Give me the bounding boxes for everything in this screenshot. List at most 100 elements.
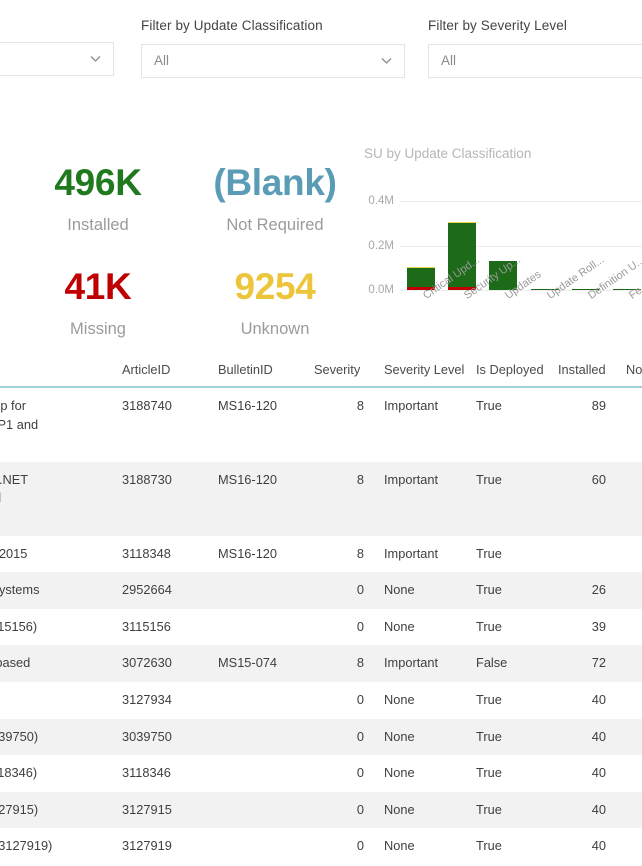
table-cell-name: lity Rollup forows 7 SP1 andr x64 <box>0 398 39 432</box>
chart-bar[interactable] <box>571 289 601 290</box>
table-cell-name: 3 (KB3118346) <box>0 765 38 781</box>
table-header-bulletin[interactable]: BulletinID <box>208 358 304 387</box>
table-cell-deployed: True <box>466 791 548 829</box>
slicer-severity-level-dropdown[interactable]: All <box>428 44 642 78</box>
table-cell-article: 3072630 <box>112 645 208 682</box>
chart-bar-segment-missing <box>406 287 435 290</box>
slicer-update-classification-dropdown[interactable]: All <box>141 44 405 78</box>
chart-body: 0.4M 0.2M 0.0M Critical Upd... Security Up.… <box>358 162 642 352</box>
table-cell-bulletin: MS16-120 <box>218 545 278 561</box>
table-row[interactable]: date for .NETSP1 andr x643188730MS16-120… <box>0 461 642 536</box>
table-cell-deployed: False <box>466 645 548 682</box>
chart-bar-segment-installed <box>447 223 477 288</box>
table-cell-installed: 60 <box>548 461 616 536</box>
chart-bar[interactable] <box>530 289 559 290</box>
chart-bar[interactable] <box>489 260 518 290</box>
table-cell-notreq <box>616 609 642 646</box>
table-cell-notreq <box>616 645 642 682</box>
table-cell-deployed: True <box>476 838 502 854</box>
table-cell-article: 3188730 <box>112 461 208 536</box>
table-cell-severity: 8 <box>356 398 364 413</box>
kpi-card-installed[interactable]: 496K Installed <box>10 160 186 236</box>
table-cell-name: 3 (KB3115156) <box>0 618 38 634</box>
table-cell-installed: 89 <box>591 398 606 413</box>
table-cell-installed: 40 <box>591 765 606 781</box>
table-cell-sevlevel: None <box>374 572 466 609</box>
table-cell-bulletin <box>208 791 304 829</box>
table-cell-notreq <box>616 682 642 719</box>
table-cell-article: 3118348 <box>122 545 171 561</box>
table-cell-sevlevel: None <box>384 765 415 781</box>
table-cell-installed: 39 <box>591 618 606 634</box>
su-by-update-classification-chart[interactable]: SU by Update Classification 0.4M 0.2M 0.0M… <box>358 140 642 360</box>
chevron-down-icon[interactable] <box>89 52 102 65</box>
chart-bar-segment-unknown <box>406 267 435 269</box>
chart-bar[interactable] <box>406 267 435 290</box>
table-cell-deployed: True <box>466 572 548 609</box>
kpi-card-not-required[interactable]: (Blank) Not Required <box>187 160 363 236</box>
table-cell-notreq <box>616 828 642 865</box>
table-header-severity[interactable]: Severity <box>304 358 374 387</box>
chart-gridline <box>400 245 642 247</box>
table-header: ArticleID BulletinID Severity Severity Leve… <box>0 358 642 387</box>
chart-plot-area <box>400 190 642 291</box>
table-row[interactable]: for x64-based3072630MS15-0748ImportantFa… <box>0 645 642 682</box>
table-cell-severity: 8 <box>304 461 374 536</box>
table-cell-sevlevel: Important <box>384 545 439 561</box>
table-cell-name: 015 <box>0 682 112 719</box>
table-row[interactable]: 013 (KB3127919) 3127919 0 None True 40 <box>0 828 642 865</box>
chart-x-tick: Fe... <box>627 279 642 304</box>
table-header-sevlevel[interactable]: Severity Level <box>374 358 466 387</box>
table-row[interactable]: 015 3127934 0 None True 40 <box>0 682 642 719</box>
table-header-deployed[interactable]: Is Deployed <box>466 358 548 387</box>
chart-x-tick: Updates <box>503 268 544 304</box>
table-cell-notreq <box>616 572 642 609</box>
table-cell-bulletin <box>208 609 304 646</box>
table-cell-deployed: True <box>466 461 548 536</box>
table-header-installed[interactable]: Installed <box>548 358 616 387</box>
chart-bar-slot <box>607 190 642 290</box>
table-header-row: ArticleID BulletinID Severity Severity Leve… <box>0 358 642 387</box>
table-cell-article: 3039750 <box>112 718 208 756</box>
table-row[interactable]: usiness 2015 3118348 MS16-120 8 Important Tru… <box>0 536 642 573</box>
table-cell-severity: 8 <box>356 545 364 561</box>
table-cell-deployed: True <box>466 718 548 756</box>
chart-bar-segment-unknown <box>447 222 477 224</box>
chart-bar[interactable] <box>447 222 477 290</box>
table-cell-article: 2952664 <box>112 572 208 609</box>
kpi-card-missing[interactable]: 41K Missing <box>10 264 186 340</box>
table-cell-bulletin <box>208 828 304 865</box>
table-header-article[interactable]: ArticleID <box>112 358 208 387</box>
kpi-card-unknown[interactable]: 9254 Unknown <box>187 264 363 340</box>
slicer-update-classification: Filter by Update Classification All <box>141 18 405 78</box>
updates-table-container[interactable]: ArticleID BulletinID Severity Severity Leve… <box>0 358 642 866</box>
table-cell-sevlevel: None <box>384 838 415 854</box>
table-cell-name: 3 (KB3039750) <box>0 718 112 756</box>
table-cell-installed: 40 <box>591 838 606 854</box>
table-row[interactable]: lity Rollup forows 7 SP1 andr x64 3188740… <box>0 387 642 462</box>
slicer-vendor-dropdown[interactable] <box>0 42 114 76</box>
chevron-down-icon[interactable] <box>380 54 393 67</box>
table-cell-article: 3118346 <box>122 765 171 781</box>
table-row[interactable]: 3 (KB3118346) 3118346 0 None True 40 <box>0 755 642 792</box>
table-cell-notreq <box>616 536 642 573</box>
table-header-name[interactable] <box>0 358 112 387</box>
table-row[interactable]: 3 (KB3115156) 3115156 0 None True 39 <box>0 609 642 646</box>
table-header-notreq[interactable]: Not Requ <box>616 358 642 387</box>
slicer-vendor-label: or <box>0 16 114 32</box>
kpi-label-installed: Installed <box>67 216 129 234</box>
table-cell-installed <box>548 536 616 573</box>
updates-table: ArticleID BulletinID Severity Severity Leve… <box>0 358 642 865</box>
chart-bars <box>400 190 642 290</box>
table-cell-severity: 0 <box>356 691 364 707</box>
table-cell-article: 3188740 <box>122 398 172 413</box>
table-cell-name: usiness 2015 <box>0 545 28 561</box>
chart-x-axis: Critical Upd... Security Up... Updates Upda… <box>400 254 642 350</box>
table-cell-severity: 0 <box>356 618 364 634</box>
chart-bar[interactable] <box>613 289 642 290</box>
table-cell-sevlevel: None <box>384 691 415 707</box>
